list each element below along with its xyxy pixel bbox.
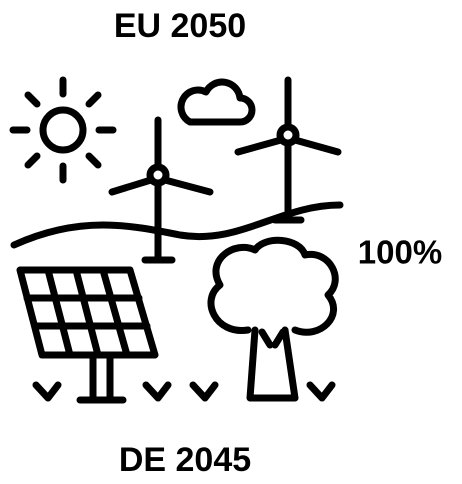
- page: EU 2050 100% DE 2045: [0, 0, 462, 484]
- percent-label: 100%: [358, 234, 442, 271]
- footer-title: DE 2045: [119, 441, 251, 479]
- renewable-icon: [13, 80, 340, 400]
- title: EU 2050: [114, 7, 246, 45]
- infographic: EU 2050 100% DE 2045: [0, 0, 462, 484]
